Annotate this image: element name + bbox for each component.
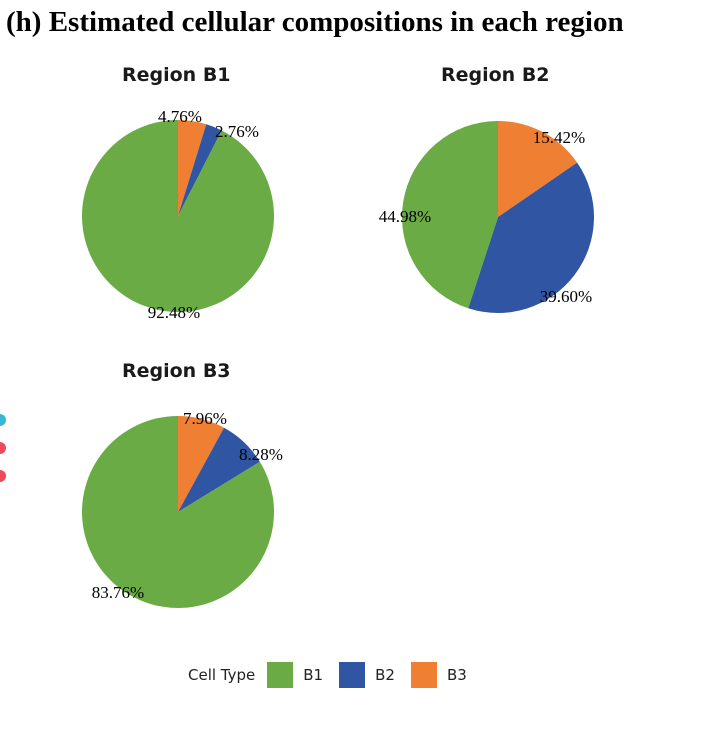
- slice-label-b1: 83.76%: [92, 583, 144, 602]
- slice-label-b3: 15.42%: [533, 128, 585, 147]
- pie-slice-b3: [498, 121, 578, 217]
- pie-slice-b1: [82, 120, 275, 312]
- pie-slice-b2: [468, 162, 595, 313]
- edge-dot-3: [0, 470, 6, 482]
- legend-swatch-b1: [267, 662, 294, 688]
- pie-slice-b1: [82, 416, 274, 608]
- slice-label-b1: 92.48%: [148, 303, 200, 322]
- pie-slice-b3: [178, 120, 207, 216]
- pie-title-region-b2: Region B2: [441, 64, 550, 86]
- legend-title: Cell Type: [188, 666, 256, 684]
- pie-slice-b2: [178, 124, 222, 216]
- legend-swatch-b3: [410, 662, 437, 688]
- figure-title: (h) Estimated cellular compositions in e…: [6, 6, 624, 38]
- legend-item-b2: B2: [339, 662, 395, 688]
- legend-swatch-b2: [339, 662, 366, 688]
- slice-label-b1: 44.98%: [379, 207, 431, 226]
- pie-title-region-b3: Region B3: [122, 360, 231, 382]
- slice-label-b2: 8.28%: [239, 445, 283, 464]
- slice-label-b2: 39.60%: [540, 287, 592, 306]
- edge-dot-1: [0, 414, 6, 426]
- legend: Cell Type B1 B2 B3: [188, 660, 483, 690]
- pie-slice-b2: [178, 427, 260, 512]
- legend-label-b2: B2: [375, 666, 395, 684]
- slice-label-b2: 2.76%: [215, 122, 259, 141]
- legend-label-b1: B1: [303, 666, 324, 684]
- pie-slice-b1: [402, 121, 498, 309]
- slice-label-b3: 4.76%: [158, 107, 202, 126]
- slice-label-b3: 7.96%: [183, 409, 227, 428]
- edge-dot-2: [0, 442, 6, 454]
- pie-title-region-b1: Region B1: [122, 64, 231, 86]
- legend-item-b3: B3: [410, 662, 467, 688]
- legend-item-b1: B1: [267, 662, 323, 688]
- legend-label-b3: B3: [446, 666, 467, 684]
- pie-slice-b3: [178, 416, 225, 512]
